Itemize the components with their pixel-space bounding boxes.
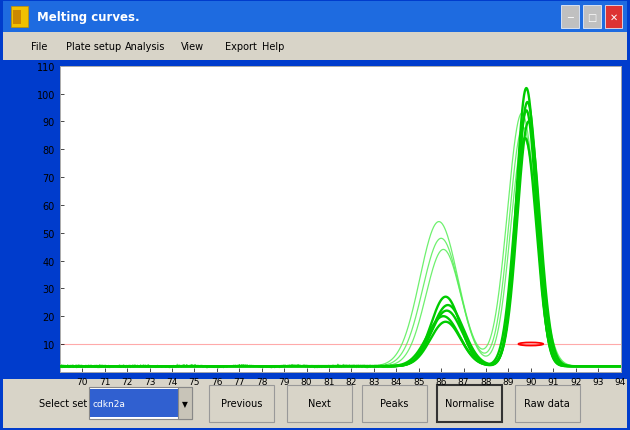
Text: cdkn2a: cdkn2a	[93, 399, 125, 408]
Text: File: File	[32, 42, 48, 52]
Text: ✕: ✕	[610, 12, 618, 22]
Bar	[287, 385, 352, 422]
Text: Help: Help	[262, 42, 284, 52]
Bar	[209, 385, 275, 422]
Text: Select set: Select set	[39, 398, 88, 408]
Text: ▼: ▼	[182, 399, 188, 408]
Text: View: View	[181, 42, 204, 52]
Text: ─: ─	[567, 12, 573, 22]
Bar	[605, 6, 622, 29]
Bar	[561, 6, 579, 29]
Bar	[362, 385, 427, 422]
Text: Plate setup: Plate setup	[66, 42, 121, 52]
Text: Analysis: Analysis	[125, 42, 165, 52]
Text: Raw data: Raw data	[524, 398, 570, 408]
Bar	[3, 2, 627, 33]
Text: Next: Next	[308, 398, 331, 408]
Text: Previous: Previous	[221, 398, 263, 408]
Bar	[583, 6, 600, 29]
Bar	[11, 7, 28, 28]
Bar	[437, 385, 502, 422]
Bar	[91, 389, 178, 417]
Text: □: □	[587, 12, 597, 22]
Bar	[89, 387, 192, 419]
Text: Peaks: Peaks	[381, 398, 409, 408]
Bar	[13, 11, 21, 25]
Text: Melting curves.: Melting curves.	[37, 11, 140, 24]
Bar	[3, 33, 627, 61]
Bar	[178, 387, 192, 419]
Bar	[515, 385, 580, 422]
Text: Export: Export	[224, 42, 256, 52]
Text: Normalise: Normalise	[445, 398, 494, 408]
Bar	[3, 379, 627, 428]
